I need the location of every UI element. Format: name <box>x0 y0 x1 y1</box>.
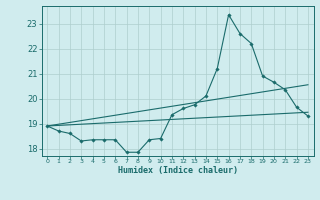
X-axis label: Humidex (Indice chaleur): Humidex (Indice chaleur) <box>118 166 237 175</box>
